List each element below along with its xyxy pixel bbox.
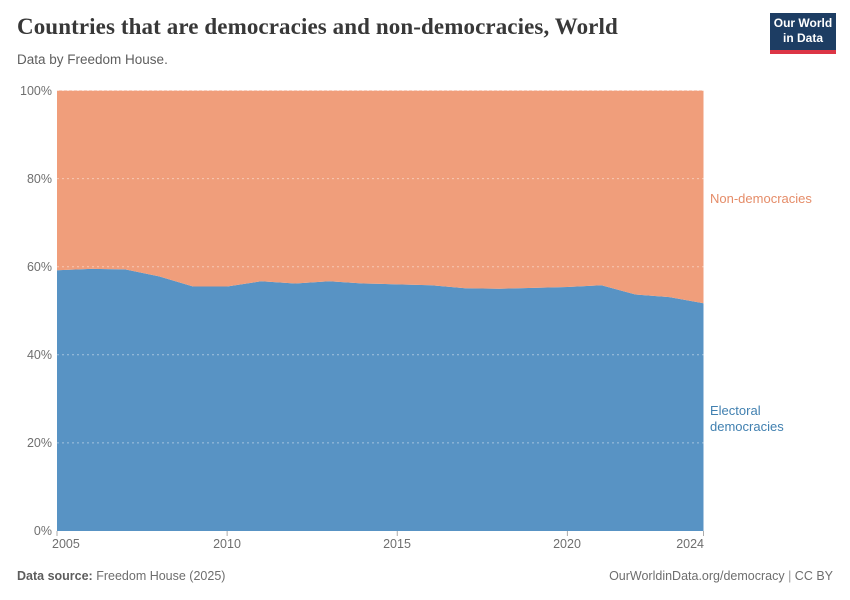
attribution: OurWorldinData.org/democracy | CC BY — [609, 569, 833, 583]
page-title: Countries that are democracies and non-d… — [17, 14, 618, 39]
x-tick-2020: 2020 — [553, 537, 581, 551]
area-electoral-democracies[interactable] — [57, 268, 704, 531]
y-tick-0: 0% — [33, 524, 52, 538]
logo-line-2: in Data — [782, 31, 823, 45]
y-tick-80: 80% — [26, 172, 52, 186]
x-tick-2024: 2024 — [676, 537, 704, 551]
series-label-non-democracies: Non-democracies — [710, 191, 812, 206]
data-source-value: Freedom House (2025) — [92, 569, 226, 583]
x-tick-2010: 2010 — [213, 537, 241, 551]
y-tick-100: 100% — [20, 84, 52, 98]
y-tick-20: 20% — [26, 436, 52, 450]
attribution-separator: | — [784, 569, 795, 583]
x-tick-2005: 2005 — [52, 537, 80, 551]
series-label-electoral-democracies: Electoral democracies — [710, 403, 784, 434]
area-non-democracies[interactable] — [57, 90, 704, 304]
y-tick-60: 60% — [26, 260, 52, 274]
owid-link[interactable]: OurWorldinData.org/democracy — [609, 569, 785, 583]
logo-line-1: Our World — [773, 16, 833, 30]
data-source-note: Data source: Freedom House (2025) — [17, 569, 225, 583]
license-label: CC BY — [794, 569, 833, 583]
y-tick-40: 40% — [26, 348, 52, 362]
x-tick-2015: 2015 — [383, 537, 411, 551]
owid-logo[interactable]: Our World in Data — [770, 13, 836, 54]
data-source-label: Data source: — [17, 569, 93, 583]
chart-subtitle: Data by Freedom House. — [17, 52, 168, 67]
